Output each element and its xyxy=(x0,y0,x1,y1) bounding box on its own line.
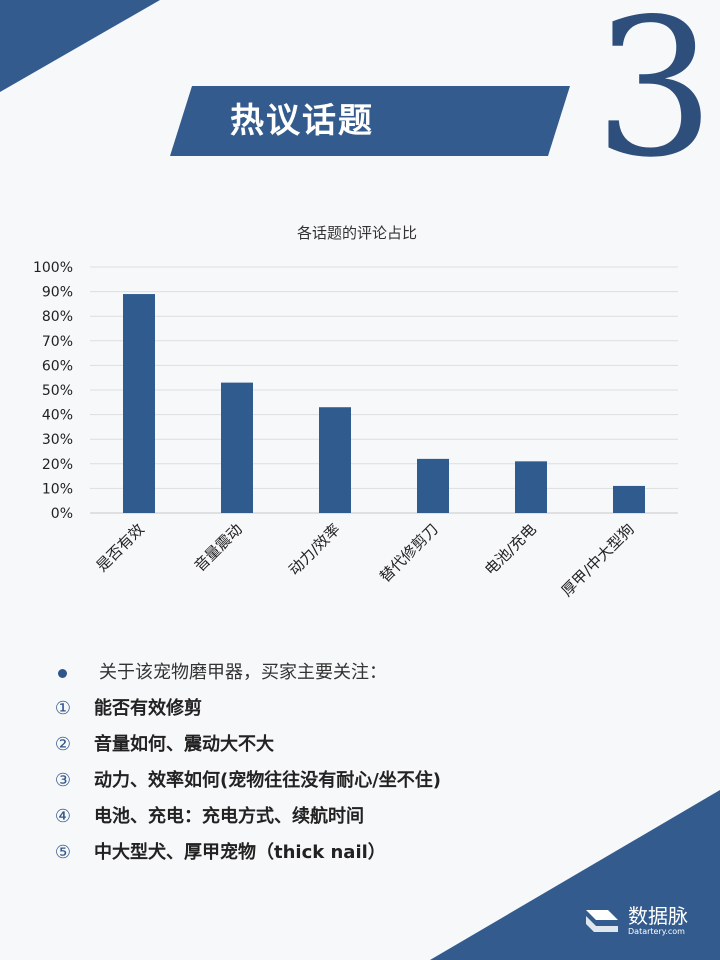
notes-item: ④ 电池、充电：充电方式、续航时间 xyxy=(52,799,441,835)
circled-number-4: ④ xyxy=(54,806,72,827)
y-tick-label: 80% xyxy=(42,309,73,325)
section-number: 3 xyxy=(594,0,715,199)
notes-item-text: 能否有效修剪 xyxy=(94,698,202,719)
bullet-icon xyxy=(58,668,67,678)
bar xyxy=(613,485,645,513)
bar xyxy=(417,458,449,513)
logo-name: 数据脉 xyxy=(628,904,688,928)
y-tick-label: 50% xyxy=(42,383,73,399)
y-tick-label: 100% xyxy=(33,260,73,276)
x-tick-label: 音量震动 xyxy=(191,520,246,575)
logo-url: Datartery.com xyxy=(628,927,685,936)
notes-item-text: 中大型犬、厚甲宠物（thick nail） xyxy=(94,842,386,863)
y-tick-label: 30% xyxy=(42,432,73,448)
circled-number-1: ① xyxy=(54,698,72,719)
notes-item: ① 能否有效修剪 xyxy=(52,691,441,727)
notes-item-text: 动力、效率如何(宠物往往没有耐心/坐不住) xyxy=(94,770,442,791)
corner-triangle-top-left xyxy=(0,0,160,92)
y-tick-label: 0% xyxy=(51,506,73,522)
x-tick-label: 厚甲/中大型狗 xyxy=(558,520,638,600)
y-tick-label: 40% xyxy=(42,408,73,424)
notes-item-text: 音量如何、震动大不大 xyxy=(94,734,274,755)
section-banner xyxy=(170,86,570,156)
bar xyxy=(123,294,155,513)
notes-item: ② 音量如何、震动大不大 xyxy=(52,727,441,763)
bar xyxy=(221,382,253,513)
bar xyxy=(319,407,351,513)
y-tick-label: 10% xyxy=(42,481,73,497)
y-tick-label: 20% xyxy=(42,457,73,473)
notes-item: ③ 动力、效率如何(宠物往往没有耐心/坐不住) xyxy=(52,763,441,799)
notes-intro: 关于该宠物磨甲器，买家主要关注： xyxy=(52,655,441,691)
circled-number-3: ③ xyxy=(54,770,72,791)
circled-number-5: ⑤ xyxy=(54,842,72,863)
notes-item-text: 电池、充电：充电方式、续航时间 xyxy=(94,806,364,827)
notes-item: ⑤ 中大型犬、厚甲宠物（thick nail） xyxy=(52,835,441,871)
brand-logo: 数据脉 Datartery.com xyxy=(582,905,688,937)
notes-list: 关于该宠物磨甲器，买家主要关注： ① 能否有效修剪 ② 音量如何、震动大不大 ③… xyxy=(52,655,441,871)
notes-intro-text: 关于该宠物磨甲器，买家主要关注： xyxy=(99,662,387,683)
y-tick-label: 60% xyxy=(42,358,73,374)
y-tick-label: 90% xyxy=(42,285,73,301)
corner-triangle-bottom-right xyxy=(430,790,720,960)
x-tick-label: 电池/充电 xyxy=(481,520,540,579)
circled-number-2: ② xyxy=(54,734,72,755)
bar xyxy=(515,461,547,513)
datartery-logo-icon xyxy=(586,910,618,932)
x-tick-label: 动力/效率 xyxy=(285,520,344,579)
x-tick-label: 是否有效 xyxy=(93,520,148,575)
section-title: 热议话题 xyxy=(230,101,374,141)
bar-chart: 各话题的评论占比 0% 10% 20% 30% 40% 50% 60% 70% 80% 90% 100… xyxy=(33,224,678,600)
chart-title: 各话题的评论占比 xyxy=(297,224,417,242)
y-tick-label: 70% xyxy=(42,334,73,350)
x-tick-label: 替代修剪刀 xyxy=(376,520,442,586)
